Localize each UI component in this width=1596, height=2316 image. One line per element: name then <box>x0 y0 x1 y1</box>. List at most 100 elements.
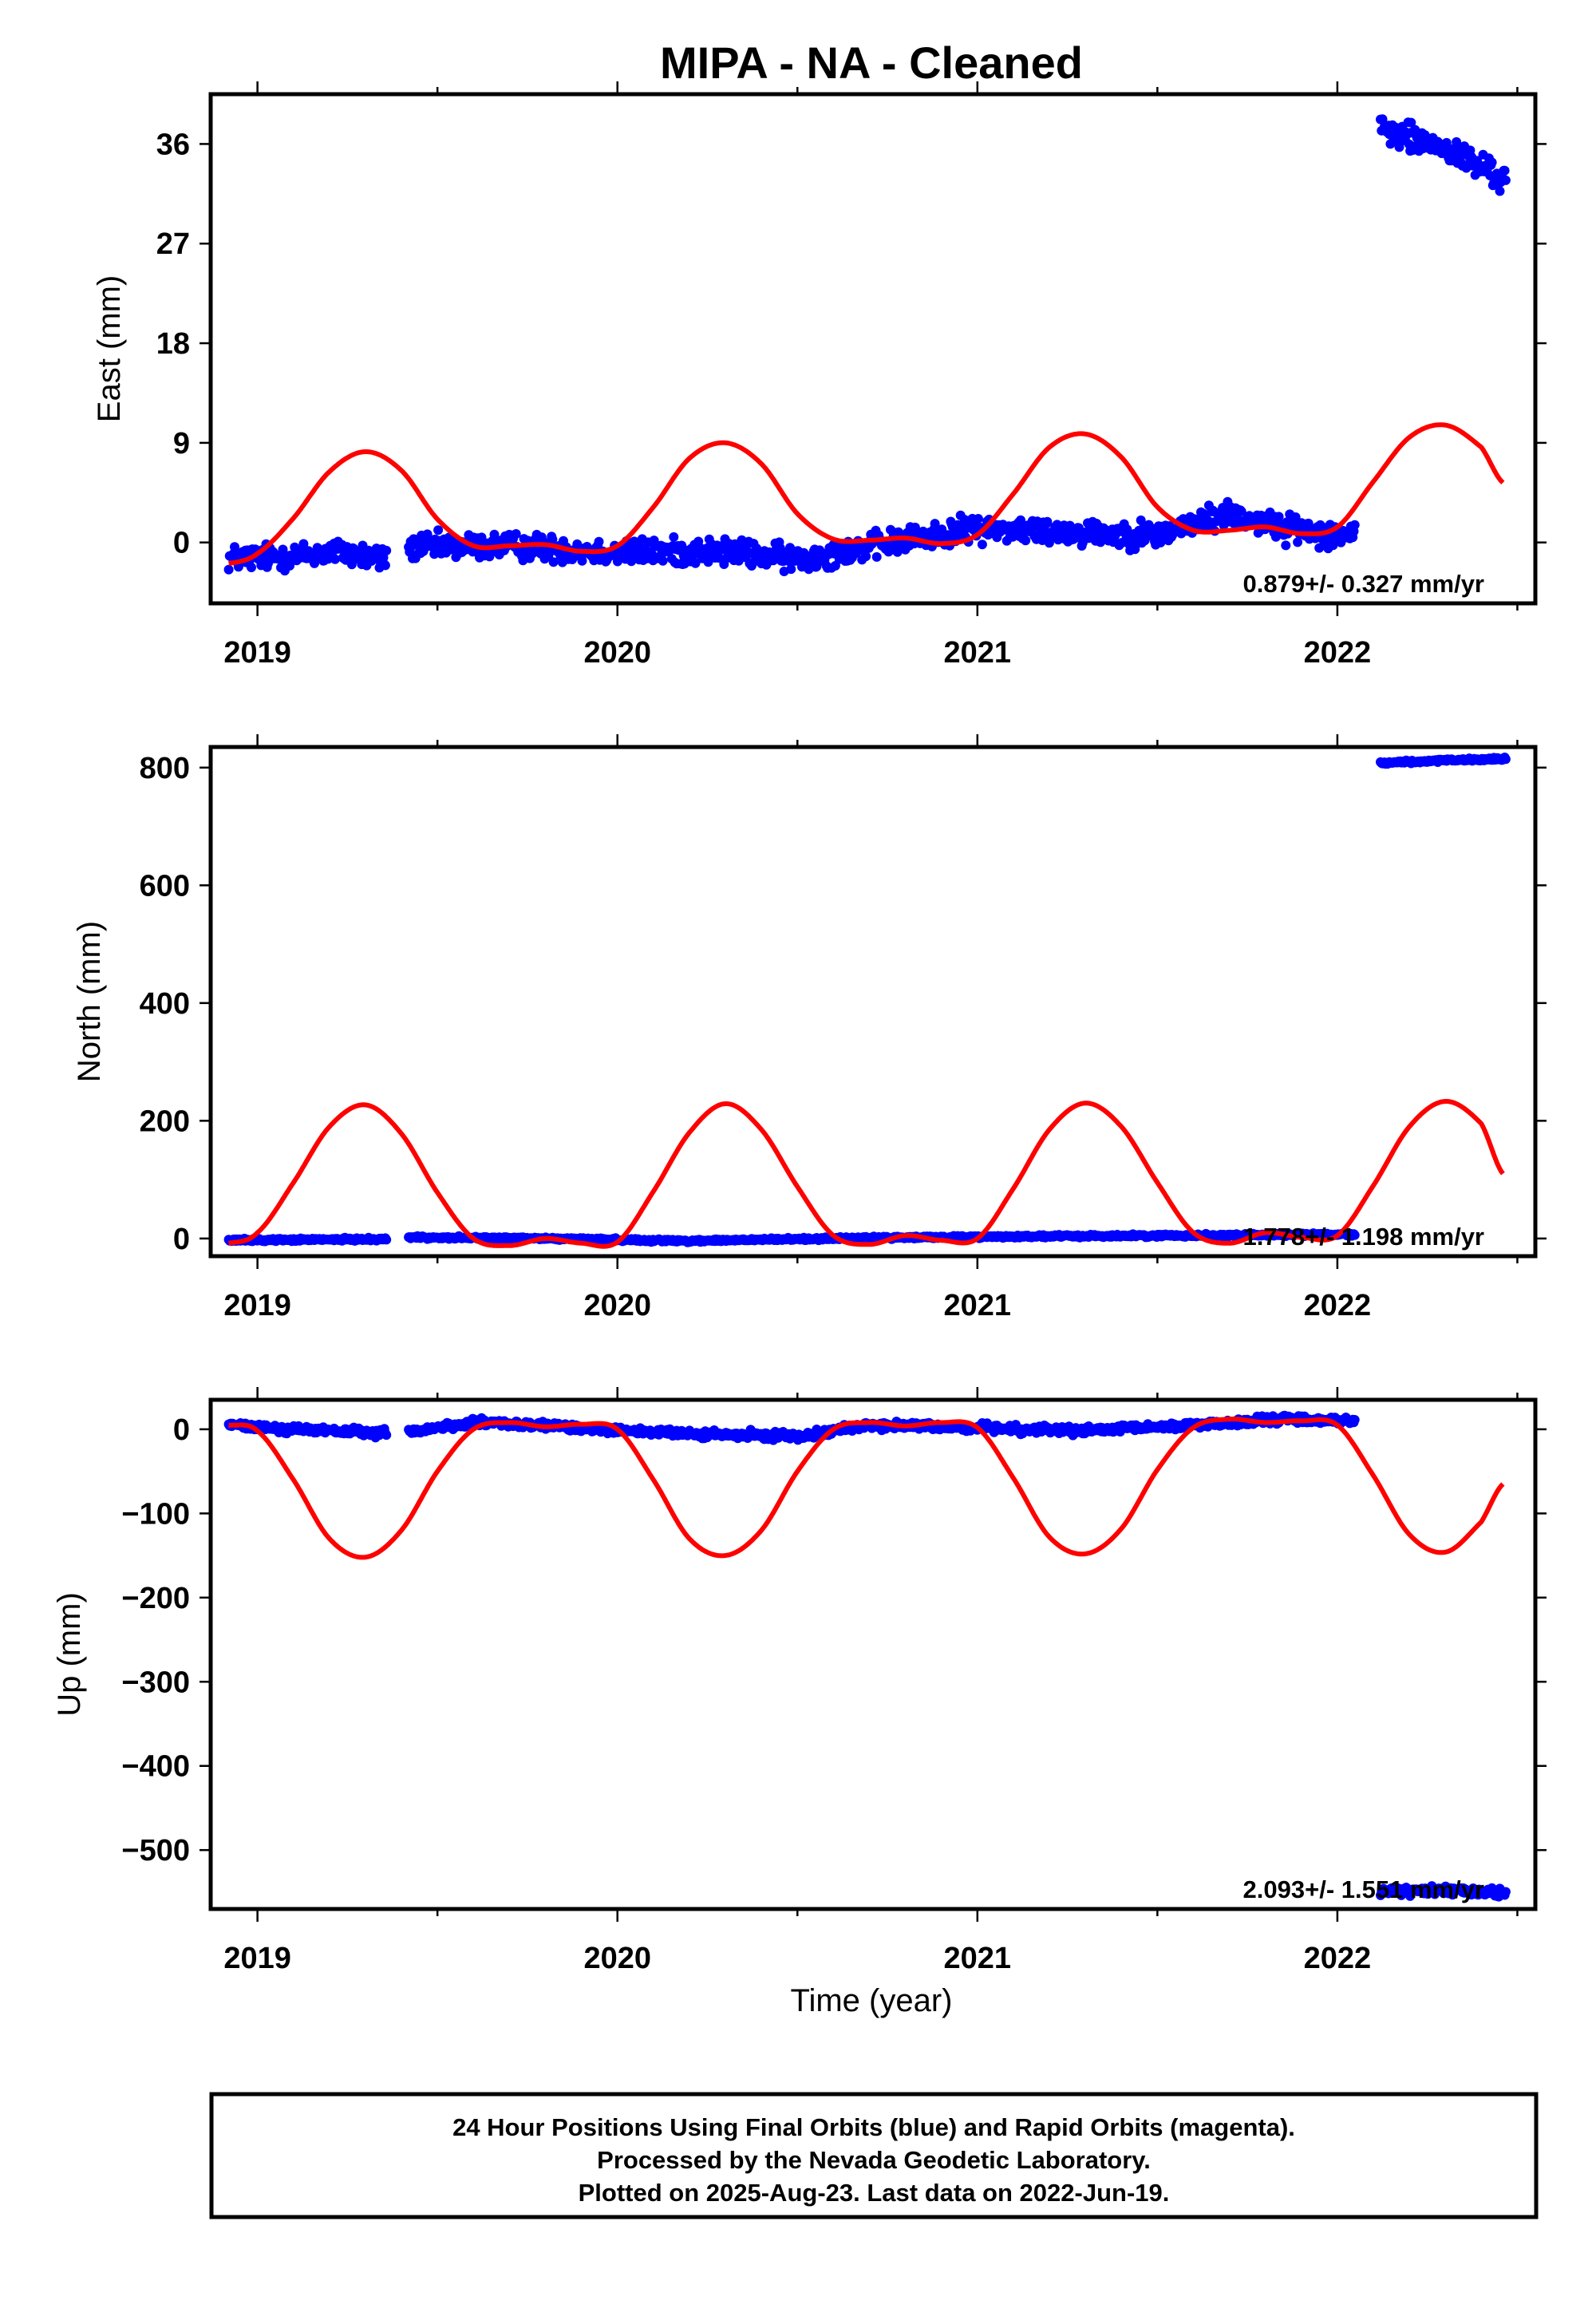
data-point <box>1495 186 1505 196</box>
data-point <box>285 560 295 571</box>
daily-positions-series <box>223 114 1511 576</box>
data-point <box>1499 165 1510 176</box>
panel-frame <box>208 1397 1538 1911</box>
data-point <box>1349 1230 1360 1240</box>
y-axis-label: North (mm) <box>72 921 107 1082</box>
data-point <box>381 545 392 555</box>
plot-area <box>223 114 1511 576</box>
velocity-rate-label: 0.879+/- 0.327 mm/yr <box>1243 570 1484 598</box>
daily-positions-series <box>223 753 1511 1247</box>
y-tick-label: 200 <box>140 1105 190 1138</box>
data-point <box>247 563 256 572</box>
data-point <box>1349 1415 1360 1425</box>
data-point <box>1487 157 1497 168</box>
x-tick-label: 2019 <box>223 1289 291 1322</box>
x-tick-label: 2020 <box>583 636 651 670</box>
data-point <box>433 525 444 536</box>
seasonal-fit-line <box>227 1417 1505 1560</box>
data-point <box>658 555 668 566</box>
daily-positions-series <box>223 1410 1511 1902</box>
x-tick-label: 2019 <box>223 636 291 670</box>
data-point <box>973 514 983 524</box>
y-tick-label: 800 <box>140 752 190 785</box>
panel-frame <box>208 92 1538 606</box>
north-panel: 0 200 400 600 800 2019 2020 2021 2022 North (mm) 1… <box>72 734 1547 1322</box>
footer-line-2: Processed by the Nevada Geodetic Laborat… <box>597 2146 1151 2174</box>
data-point <box>690 558 701 568</box>
x-tick-label: 2021 <box>944 1289 1012 1322</box>
data-point <box>1236 506 1246 516</box>
up-panel: 0 −100 −200 −300 −400 −500 2019 2020 2021 2022 Up … <box>52 1387 1547 1975</box>
plot-area <box>223 753 1511 1249</box>
data-point <box>1042 516 1053 527</box>
y-tick-label: −100 <box>121 1497 190 1531</box>
data-point <box>1441 137 1452 148</box>
y-tick-label: 9 <box>173 427 190 460</box>
data-point <box>548 557 559 567</box>
footer-line-1: 24 Hour Positions Using Final Orbits (bl… <box>452 2113 1295 2141</box>
data-point <box>626 556 637 567</box>
data-point <box>380 560 390 571</box>
x-tick-label: 2021 <box>944 1942 1012 1975</box>
data-point <box>230 542 239 552</box>
x-tick-label: 2022 <box>1304 1942 1372 1975</box>
y-tick-label: 18 <box>156 327 190 361</box>
data-point <box>1016 515 1025 525</box>
x-tick-label: 2020 <box>583 1942 651 1975</box>
y-tick-label: 27 <box>156 227 190 261</box>
velocity-rate-label: 1.778+/- 1.198 mm/yr <box>1243 1223 1484 1251</box>
x-tick-label: 2022 <box>1304 636 1372 670</box>
x-tick-label: 2022 <box>1304 1289 1372 1322</box>
data-point <box>1290 512 1301 522</box>
data-point <box>1096 537 1106 547</box>
data-point <box>1500 754 1511 765</box>
x-axis-label: Time (year) <box>791 1983 953 2018</box>
chart-title: MIPA - NA - Cleaned <box>660 38 1083 88</box>
y-tick-label: −500 <box>121 1834 190 1867</box>
y-tick-label: 0 <box>173 1223 190 1256</box>
data-point <box>1281 540 1291 551</box>
data-point <box>910 522 920 532</box>
east-panel: 0 9 18 27 36 2019 2020 2021 2022 East (mm) 0.879+/… <box>92 81 1547 670</box>
data-point <box>871 551 882 562</box>
y-axis-label: Up (mm) <box>52 1592 87 1717</box>
x-tick-label: 2021 <box>944 636 1012 670</box>
y-tick-label: 0 <box>173 1413 190 1447</box>
data-point <box>1406 117 1416 128</box>
data-point <box>1452 136 1462 147</box>
data-point <box>703 557 713 567</box>
data-point <box>1500 1887 1511 1897</box>
data-point <box>511 529 521 539</box>
seasonal-fit-line <box>227 422 1505 567</box>
footer-box <box>209 2092 1539 2219</box>
seasonal-fit-line <box>227 1099 1505 1249</box>
data-point <box>1500 175 1511 185</box>
data-point <box>786 564 796 575</box>
x-tick-label: 2020 <box>583 1289 651 1322</box>
data-point <box>547 534 558 544</box>
data-point <box>594 536 604 547</box>
data-point <box>1021 536 1031 546</box>
y-tick-label: 36 <box>156 128 190 161</box>
data-point <box>669 532 679 542</box>
y-tick-label: −300 <box>121 1666 190 1699</box>
data-point <box>330 554 340 564</box>
data-point <box>861 551 871 562</box>
y-tick-label: −200 <box>121 1582 190 1615</box>
panel-frame <box>208 745 1538 1259</box>
footer-line-3: Plotted on 2025-Aug-23. Last data on 202… <box>579 2179 1170 2207</box>
data-point <box>577 555 587 566</box>
data-point <box>223 564 234 575</box>
y-tick-label: 600 <box>140 869 190 903</box>
plot-area <box>223 1410 1511 1902</box>
data-point <box>1377 114 1388 124</box>
data-point <box>298 539 309 549</box>
x-tick-label: 2019 <box>223 1942 291 1975</box>
velocity-rate-label: 2.093+/- 1.551 mm/yr <box>1243 1875 1484 1903</box>
y-tick-label: 400 <box>140 987 190 1021</box>
y-tick-label: −400 <box>121 1750 190 1784</box>
data-point <box>1274 512 1284 522</box>
data-point <box>1122 524 1132 535</box>
data-point <box>381 1235 392 1245</box>
y-tick-label: 0 <box>173 527 190 560</box>
